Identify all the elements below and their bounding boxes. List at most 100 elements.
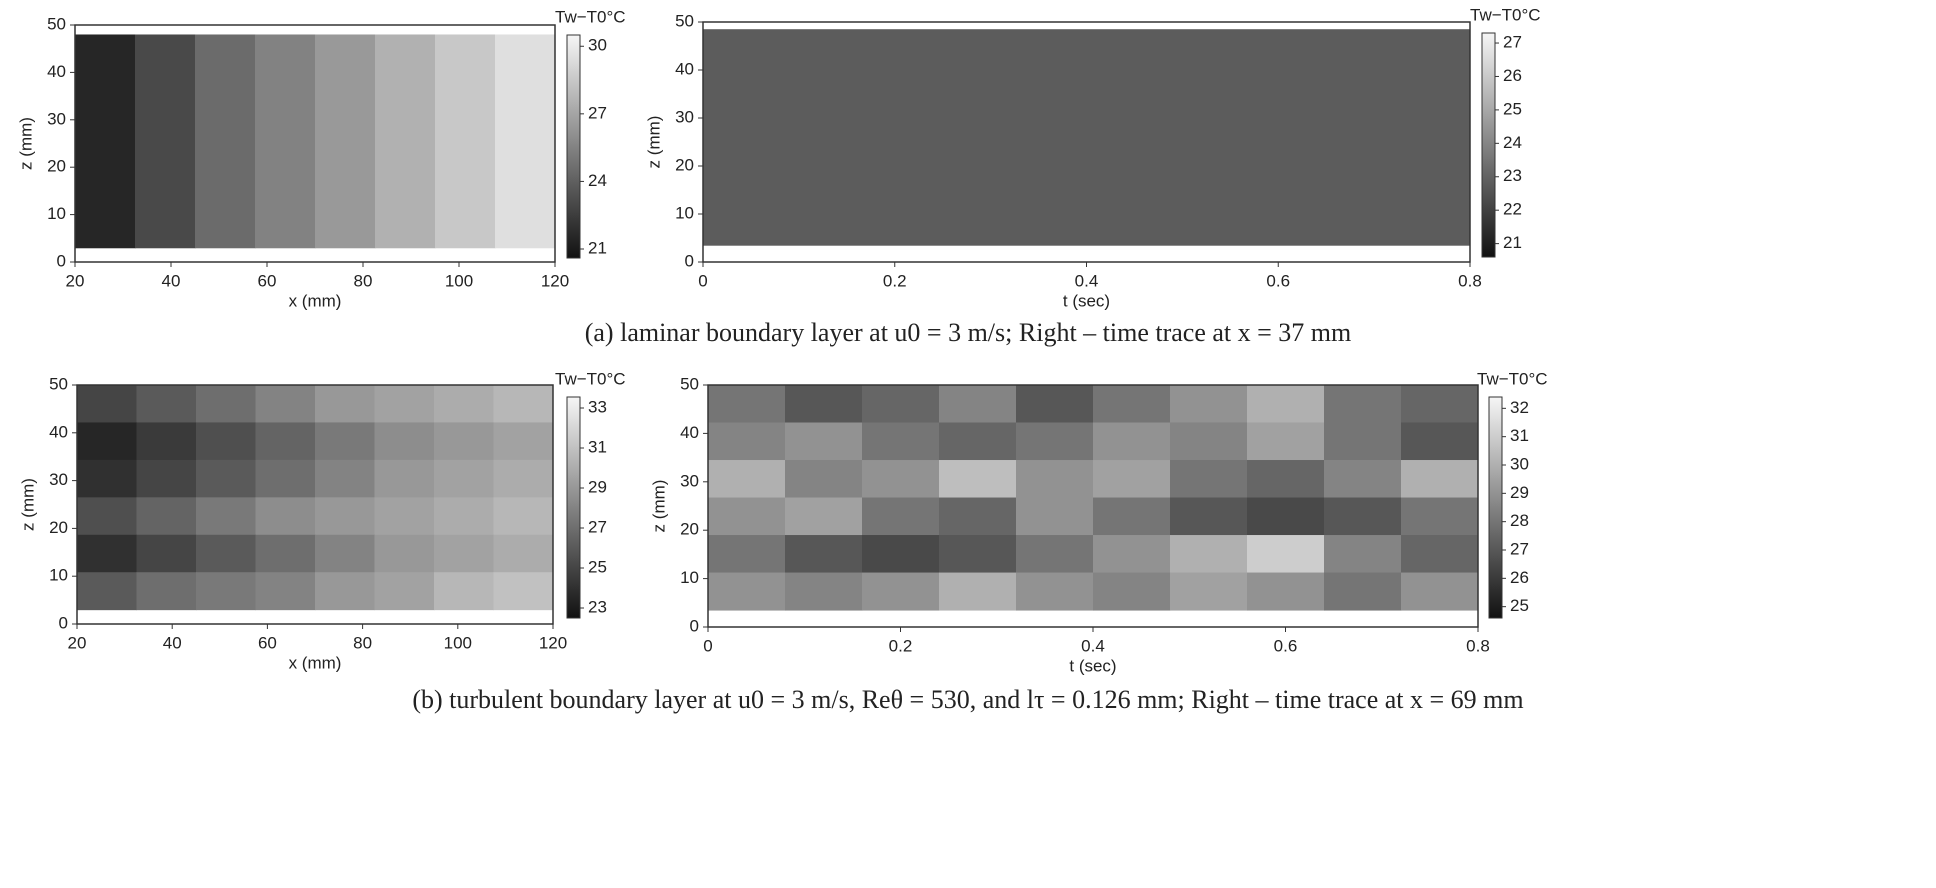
heat-cell — [493, 572, 554, 611]
colorbar-tick-label: 22 — [1503, 200, 1522, 219]
x-tick-label: 120 — [539, 633, 567, 652]
heat-cell — [196, 422, 256, 461]
x-axis-label: x (mm) — [289, 291, 342, 310]
colorbar-label: Tw−T0°C — [1470, 5, 1541, 24]
y-tick-label: 50 — [49, 374, 68, 393]
colorbar-tick-label: 27 — [1503, 33, 1522, 52]
heat-cell — [1170, 422, 1248, 461]
heat-cell — [1247, 497, 1325, 536]
colorbar-tick-label: 31 — [1510, 426, 1529, 445]
y-tick-label: 10 — [49, 566, 68, 585]
y-tick-label: 0 — [690, 616, 699, 635]
heat-cell — [255, 385, 316, 423]
heat-cell — [255, 34, 316, 249]
colorbar-tick-label: 29 — [588, 477, 607, 496]
heat-cell — [1016, 535, 1094, 574]
colorbar-tick-label: 27 — [588, 103, 607, 122]
colorbar-tick-label: 24 — [1503, 133, 1522, 152]
heat-cell — [1016, 385, 1094, 424]
heat-cell — [374, 572, 435, 611]
heat-cell — [136, 572, 197, 611]
heat-cell — [785, 385, 863, 424]
heat-cell — [434, 459, 494, 498]
colorbar-tick-label: 28 — [1510, 511, 1529, 530]
heat-cell — [77, 534, 137, 573]
heat-cell — [255, 534, 316, 573]
heat-cell — [1170, 460, 1248, 499]
heat-cell — [434, 534, 494, 573]
y-axis-label: z (mm) — [644, 116, 663, 169]
x-axis-label: x (mm) — [289, 653, 342, 672]
x-axis-label: t (sec) — [1069, 656, 1116, 675]
heat-cell — [703, 29, 1471, 246]
heat-cell — [1093, 572, 1171, 611]
heat-cell — [785, 535, 863, 574]
y-tick-label: 40 — [49, 422, 68, 441]
y-tick-label: 20 — [49, 518, 68, 537]
heat-cell — [136, 459, 197, 498]
heat-cell — [1093, 422, 1171, 461]
y-axis-label: z (mm) — [649, 480, 668, 533]
heat-cell — [1324, 460, 1402, 499]
heat-cell — [1093, 497, 1171, 536]
heat-cell — [1324, 535, 1402, 574]
colorbar — [1481, 32, 1496, 258]
y-tick-label: 50 — [680, 374, 699, 393]
x-tick-label: 40 — [162, 271, 181, 290]
x-tick-label: 0 — [703, 636, 712, 655]
heat-cell — [255, 459, 316, 498]
heat-cell — [495, 34, 556, 249]
heat-cell — [1093, 460, 1171, 499]
heat-cell — [435, 34, 496, 249]
colorbar — [566, 34, 581, 259]
heat-cell — [708, 460, 786, 499]
heat-cell — [1324, 422, 1402, 461]
x-tick-label: 0.6 — [1274, 636, 1298, 655]
heat-cell — [374, 497, 435, 536]
colorbar-tick-label: 32 — [1510, 398, 1529, 417]
heat-cell — [493, 459, 554, 498]
x-axis-label: t (sec) — [1063, 291, 1110, 310]
heat-cell — [493, 497, 554, 536]
colorbar-tick-label: 29 — [1510, 483, 1529, 502]
colorbar-tick-label: 27 — [1510, 539, 1529, 558]
heat-cell — [1401, 572, 1479, 611]
heat-cell — [196, 497, 256, 536]
heat-cell — [785, 572, 863, 611]
y-tick-label: 10 — [47, 204, 66, 223]
heat-cell — [862, 497, 940, 536]
colorbar-label: Tw−T0°C — [555, 369, 626, 388]
x-tick-label: 20 — [66, 271, 85, 290]
heat-cell — [434, 497, 494, 536]
y-tick-label: 40 — [680, 423, 699, 442]
x-tick-label: 0.2 — [889, 636, 913, 655]
x-tick-label: 20 — [68, 633, 87, 652]
heat-cell — [136, 422, 197, 461]
heat-cell — [135, 34, 196, 249]
heat-cell — [1016, 460, 1094, 499]
heat-cell — [315, 497, 375, 536]
y-tick-label: 50 — [47, 14, 66, 33]
colorbar-tick-label: 24 — [588, 171, 607, 190]
colorbar-tick-label: 25 — [1503, 99, 1522, 118]
x-tick-label: 0.2 — [883, 271, 907, 290]
heat-cell — [785, 460, 863, 499]
heat-cell — [1247, 460, 1325, 499]
heat-cell — [75, 34, 136, 249]
heat-cell — [939, 535, 1017, 574]
y-tick-label: 20 — [680, 520, 699, 539]
heat-cell — [1016, 422, 1094, 461]
colorbar-tick-label: 21 — [588, 238, 607, 257]
heat-cell — [255, 422, 316, 461]
heat-cell — [77, 572, 137, 611]
colorbar-tick-label: 23 — [1503, 166, 1522, 185]
y-tick-label: 30 — [49, 470, 68, 489]
x-tick-label: 80 — [353, 633, 372, 652]
heat-cell — [1247, 535, 1325, 574]
heat-cell — [1093, 385, 1171, 424]
heat-cell — [1324, 572, 1402, 611]
heat-cell — [1324, 497, 1402, 536]
y-axis-label: z (mm) — [18, 478, 37, 531]
caption: (a) laminar boundary layer at u0 = 3 m/s… — [585, 318, 1352, 347]
